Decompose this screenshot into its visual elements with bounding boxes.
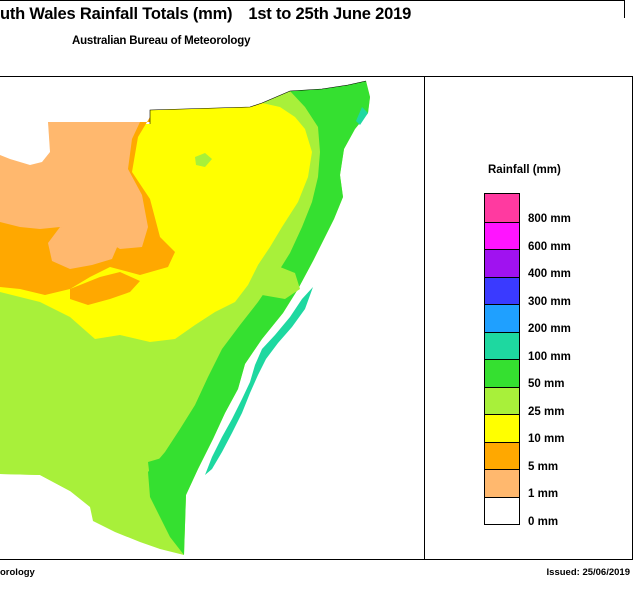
legend-label: 100 mm — [528, 350, 571, 363]
map-subtitle: Australian Bureau of Meteorology — [72, 35, 251, 47]
state-border — [149, 80, 367, 124]
legend-swatch — [485, 249, 519, 277]
frame-top-line — [0, 0, 625, 1]
legend-label: 0 mm — [528, 515, 559, 528]
dry-area-0mm — [0, 122, 50, 165]
legend-swatch — [485, 304, 519, 332]
legend-swatch — [485, 469, 519, 497]
map-date-range: 1st to 25th June 2019 — [248, 5, 412, 23]
legend-label: 200 mm — [528, 323, 571, 335]
issued-date: Issued: 25/06/2019 — [546, 567, 630, 578]
legend-swatch — [485, 496, 519, 524]
north-patch-25mm — [195, 153, 212, 167]
legend-swatch — [485, 441, 519, 469]
legend-label: 600 mm — [528, 240, 571, 253]
coast-detail — [148, 457, 172, 487]
legend-label: 10 mm — [528, 433, 565, 445]
panel-divider — [424, 76, 425, 560]
south-east-1mm — [48, 227, 118, 269]
legend-swatch — [485, 221, 519, 249]
legend-label: 400 mm — [528, 268, 571, 280]
legend-swatch — [485, 359, 519, 387]
map-title: uth Wales Rainfall Totals (mm) 1st to 25t… — [0, 5, 411, 24]
map-title-text: uth Wales Rainfall Totals (mm) — [0, 5, 233, 23]
central-5mm — [70, 272, 140, 305]
legend-swatch — [485, 386, 519, 414]
coastal-band-100mm-north — [356, 107, 368, 125]
legend-label: 800 mm — [528, 213, 571, 225]
footer-credit: orology — [0, 567, 35, 578]
legend-label: 300 mm — [528, 295, 571, 308]
legend-swatch — [485, 276, 519, 304]
legend-swatch — [485, 414, 519, 442]
legend-label: 25 mm — [528, 405, 565, 418]
legend-title: Rainfall (mm) — [488, 164, 561, 176]
legend-label: 50 mm — [528, 378, 565, 390]
coastal-band-50mm — [148, 81, 370, 555]
rainfall-map — [0, 80, 370, 555]
legend-swatch — [485, 194, 519, 222]
east-patch-25mm — [255, 265, 300, 299]
legend-swatches — [484, 193, 520, 525]
frame-edge — [624, 0, 625, 18]
legend-swatch — [485, 331, 519, 359]
west-patch-25mm — [0, 343, 195, 497]
coastal-band-100mm — [205, 287, 313, 475]
legend-label: 5 mm — [528, 460, 559, 473]
legend-label: 1 mm — [528, 488, 559, 500]
